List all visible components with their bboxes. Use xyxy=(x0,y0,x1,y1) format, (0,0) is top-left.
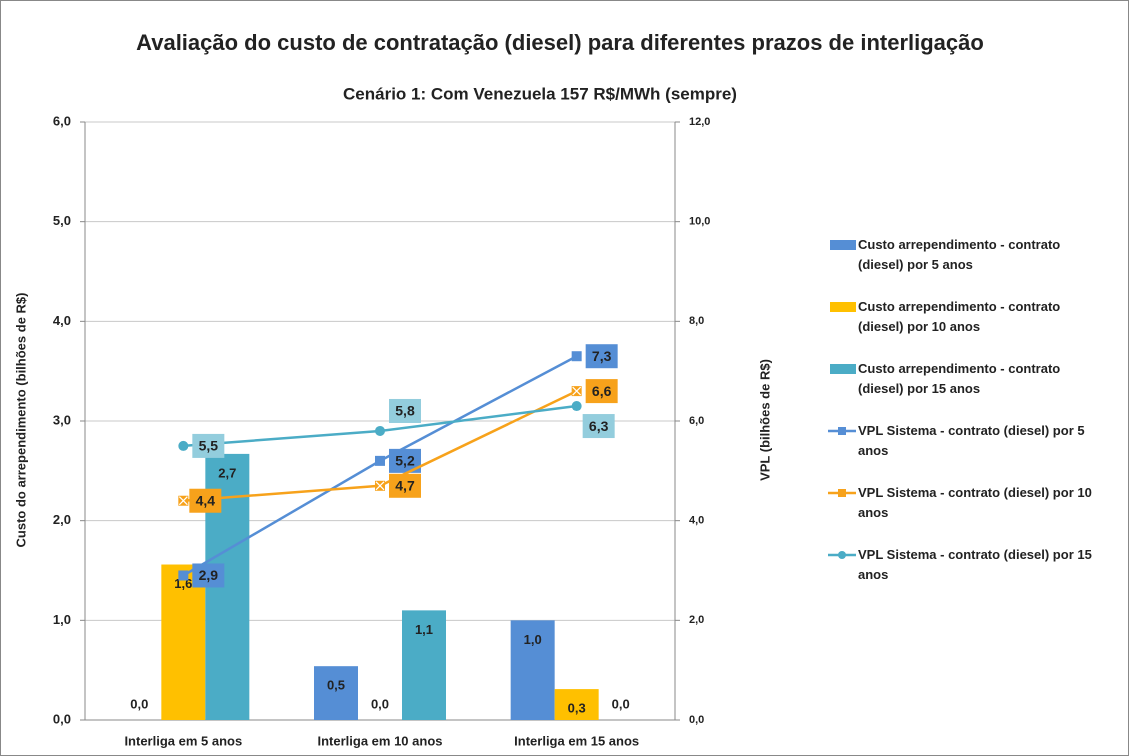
line-marker xyxy=(571,401,582,412)
y-tick-label: 0,0 xyxy=(53,711,71,726)
y-tick-label: 2,0 xyxy=(53,512,71,527)
y2-tick-label: 12,0 xyxy=(689,116,710,128)
line-marker xyxy=(375,455,385,466)
bar-value-label: 0,3 xyxy=(568,701,586,716)
y-tick-label: 3,0 xyxy=(53,412,71,427)
line-marker xyxy=(178,440,189,451)
legend-marker xyxy=(838,427,846,435)
bar-value-label: 0,0 xyxy=(371,696,389,711)
line-label-box xyxy=(192,563,225,588)
line-value-label: 7,3 xyxy=(592,348,612,364)
line-value-label: 4,4 xyxy=(196,492,216,508)
legend-entry: Custo arrependimento - contrato (diesel)… xyxy=(858,237,1061,272)
y2-tick-label: 10,0 xyxy=(689,216,710,228)
x-tick-label: Interliga em 5 anos xyxy=(124,733,242,748)
line-label-box xyxy=(585,379,618,404)
line-value-label: 5,8 xyxy=(395,403,415,419)
line-value-label: 6,3 xyxy=(589,418,609,434)
line-label-box xyxy=(582,414,615,439)
legend-keys xyxy=(828,240,856,559)
chart-subtitle: Cenário 1: Com Venezuela 157 R$/MWh (sem… xyxy=(343,84,737,103)
y2-axis-label: VPL (bilhões de R$) xyxy=(757,359,772,481)
bar-value-label: 1,0 xyxy=(524,632,542,647)
y2-tick-label: 4,0 xyxy=(689,515,704,527)
line-value-label: 5,2 xyxy=(395,453,415,469)
y-axis-label: Custo do arrependimento (bilhões de R$) xyxy=(13,293,28,548)
legend-marker xyxy=(838,551,846,559)
legend-marker xyxy=(838,489,846,497)
line-marker xyxy=(571,351,582,362)
line-value-label: 5,5 xyxy=(199,438,219,454)
legend-entry: Custo arrependimento - contrato (diesel)… xyxy=(858,299,1061,334)
legend-entry: VPL Sistema - contrato (diesel) por 10 a… xyxy=(858,485,1092,520)
y-tick-label: 6,0 xyxy=(53,113,71,128)
x-tick-label: Interliga em 10 anos xyxy=(318,733,443,748)
y-tick-label: 1,0 xyxy=(53,612,71,627)
y2-tick-label: 2,0 xyxy=(689,614,704,626)
chart-title: Avaliação do custo de contratação (diese… xyxy=(136,30,984,55)
line-marker xyxy=(375,425,385,436)
legend-entry: Custo arrependimento - contrato (diesel)… xyxy=(858,361,1061,396)
bar-value-label: 2,7 xyxy=(218,465,236,480)
legend-entry: VPL Sistema - contrato (diesel) por 5 an… xyxy=(858,423,1085,458)
y2-tick-label: 8,0 xyxy=(689,315,704,327)
bar xyxy=(314,666,358,720)
y-tick-label: 4,0 xyxy=(53,313,71,328)
y2-tick-label: 0,0 xyxy=(689,714,704,726)
bar-value-label: 1,1 xyxy=(415,622,433,637)
bar xyxy=(161,564,206,720)
legend-key xyxy=(830,364,856,374)
line-label-box xyxy=(189,488,222,513)
bar-value-label: 0,5 xyxy=(327,678,345,693)
line-marker xyxy=(178,570,189,581)
line-marker-x xyxy=(178,496,188,506)
bar-value-label: 0,0 xyxy=(130,696,148,711)
line-label-box xyxy=(585,344,618,369)
line-value-label: 2,9 xyxy=(199,567,219,583)
bar xyxy=(554,689,599,720)
y-tick-label: 5,0 xyxy=(53,213,71,228)
x-tick-label: Interliga em 15 anos xyxy=(514,733,639,748)
bar xyxy=(510,620,555,720)
line-value-label: 4,7 xyxy=(395,477,415,493)
bar xyxy=(402,610,446,720)
line-marker-x xyxy=(375,481,385,491)
line-label-box xyxy=(389,398,421,423)
line-value-label: 6,6 xyxy=(592,383,612,399)
legend-key xyxy=(830,302,856,312)
bar-value-label: 0,0 xyxy=(612,696,630,711)
y2-tick-label: 6,0 xyxy=(689,415,704,427)
line-label-box xyxy=(389,473,421,498)
line-label-box xyxy=(192,433,225,458)
legend-key xyxy=(830,240,856,250)
legend-entry: VPL Sistema - contrato (diesel) por 15 a… xyxy=(858,547,1092,582)
line-marker-x xyxy=(572,386,582,396)
